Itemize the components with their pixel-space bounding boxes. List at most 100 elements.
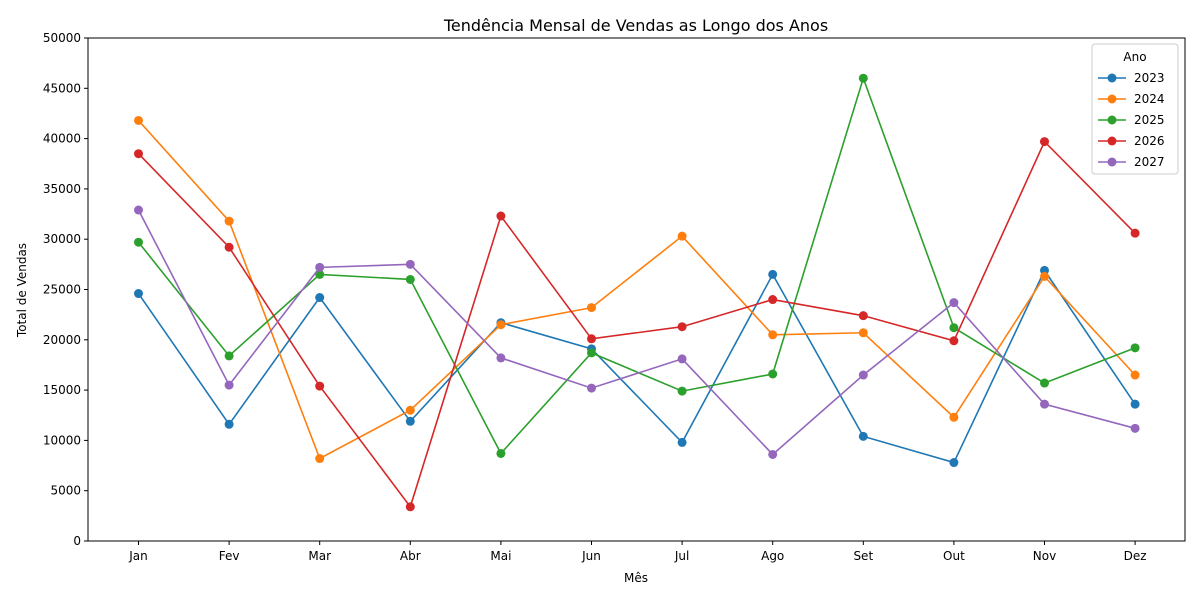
x-axis: Jan Fev Mar Abr Mai Jun Jul Ago Set Out Nov Dez — [128, 541, 1147, 563]
data-point-2024 — [858, 328, 868, 338]
y-axis: 0 5000 10000 15000 20000 25000 30000 35000 40000… — [43, 31, 88, 548]
data-point-2026 — [1130, 228, 1140, 238]
legend-marker-2025 — [1107, 115, 1117, 125]
data-point-2027 — [677, 354, 687, 364]
y-tick-label: 10000 — [43, 433, 81, 447]
data-point-2023 — [224, 419, 234, 429]
y-tick-label: 0 — [73, 534, 81, 548]
data-point-2027 — [134, 205, 143, 215]
data-point-2024 — [224, 216, 234, 226]
x-tick-label: Fev — [219, 549, 240, 563]
data-point-2025 — [496, 448, 506, 458]
x-tick-label: Jul — [674, 549, 689, 563]
x-tick-label: Ago — [761, 549, 784, 563]
data-point-2026 — [496, 211, 506, 221]
y-tick-label: 25000 — [43, 283, 81, 297]
data-point-2025 — [768, 369, 778, 379]
data-point-2026 — [677, 322, 687, 332]
data-point-2025 — [134, 237, 143, 247]
data-point-2023 — [677, 437, 687, 447]
data-point-2026 — [858, 311, 868, 321]
data-point-2023 — [405, 416, 415, 426]
data-point-2024 — [1130, 370, 1140, 380]
legend-label-2023: 2023 — [1134, 71, 1165, 85]
x-tick-label: Set — [853, 549, 873, 563]
legend-label-2027: 2027 — [1134, 155, 1165, 169]
x-axis-label: Mês — [624, 571, 648, 585]
data-point-2027 — [496, 353, 506, 363]
data-point-2027 — [949, 298, 959, 308]
legend-label-2024: 2024 — [1134, 92, 1165, 106]
y-tick-label: 45000 — [43, 81, 81, 95]
series-line-2026 — [137, 140, 1136, 509]
data-point-2025 — [224, 351, 234, 361]
data-point-2027 — [858, 370, 868, 380]
x-tick-label: Jan — [128, 549, 148, 563]
data-point-2023 — [949, 458, 959, 468]
series-line-2023 — [137, 268, 1136, 464]
plot-area — [134, 73, 1140, 512]
data-point-2024 — [134, 115, 143, 125]
data-point-2026 — [1040, 137, 1049, 147]
x-tick-label: Dez — [1124, 549, 1147, 563]
data-point-2027 — [768, 449, 778, 459]
data-point-2027 — [587, 383, 596, 393]
x-tick-label: Out — [943, 549, 965, 563]
x-tick-label: Nov — [1033, 549, 1056, 563]
y-tick-label: 5000 — [50, 484, 81, 498]
y-tick-label: 30000 — [43, 232, 81, 246]
data-point-2024 — [1040, 271, 1049, 281]
y-tick-label: 35000 — [43, 182, 81, 196]
data-point-2026 — [949, 336, 959, 346]
y-tick-label: 50000 — [43, 31, 81, 45]
data-point-2025 — [1130, 343, 1140, 353]
legend-marker-2023 — [1107, 73, 1117, 83]
data-point-2023 — [768, 269, 778, 279]
series-line-2025 — [137, 75, 1136, 455]
data-point-2024 — [315, 454, 325, 464]
legend-marker-2024 — [1107, 94, 1117, 104]
series-line-2027 — [137, 209, 1136, 456]
data-point-2024 — [405, 405, 415, 415]
data-point-2024 — [587, 303, 596, 313]
plot-frame — [87, 37, 1186, 542]
data-point-2027 — [224, 380, 234, 390]
x-tick-label: Abr — [400, 549, 421, 563]
data-point-2025 — [315, 269, 325, 279]
data-point-2027 — [405, 259, 415, 269]
data-point-2025 — [1040, 378, 1049, 388]
data-point-2027 — [1130, 423, 1140, 433]
data-point-2026 — [224, 242, 234, 252]
data-point-2024 — [768, 330, 778, 340]
data-point-2025 — [587, 348, 596, 358]
legend: Ano 2023 2024 2025 2026 2027 — [1091, 43, 1179, 175]
legend-title: Ano — [1123, 50, 1146, 64]
data-point-2023 — [134, 289, 143, 299]
y-axis-label: Total de Vendas — [15, 243, 29, 338]
legend-marker-2027 — [1107, 157, 1117, 167]
y-tick-label: 20000 — [43, 333, 81, 347]
data-point-2025 — [949, 323, 959, 333]
data-point-2026 — [768, 295, 778, 305]
data-point-2026 — [134, 149, 143, 159]
x-tick-label: Jun — [581, 549, 601, 563]
data-point-2026 — [587, 334, 596, 344]
data-point-2024 — [949, 412, 959, 422]
x-tick-label: Mai — [490, 549, 511, 563]
x-tick-label: Mar — [308, 549, 331, 563]
data-point-2024 — [677, 231, 687, 241]
y-tick-label: 40000 — [43, 132, 81, 146]
data-point-2025 — [677, 386, 687, 396]
data-point-2027 — [315, 262, 325, 272]
y-tick-label: 15000 — [43, 383, 81, 397]
legend-label-2026: 2026 — [1134, 134, 1165, 148]
data-point-2026 — [315, 381, 325, 391]
data-point-2025 — [858, 73, 868, 83]
data-point-2023 — [315, 293, 325, 303]
data-point-2024 — [496, 320, 506, 330]
data-point-2023 — [1130, 399, 1140, 409]
legend-label-2025: 2025 — [1134, 113, 1165, 127]
data-point-2027 — [1040, 399, 1049, 409]
chart-title: Tendência Mensal de Vendas as Longo dos … — [443, 16, 828, 35]
